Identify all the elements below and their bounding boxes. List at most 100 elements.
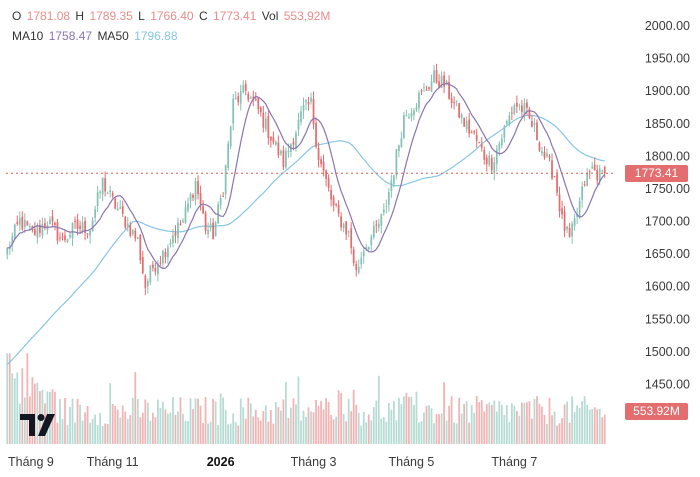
candle-body [164,252,167,258]
candle-body [387,192,390,205]
low-value: 1766.40 [150,9,194,23]
volume-bar [144,399,147,444]
candle-body [51,216,54,222]
volume-bar [503,414,506,444]
candle-body [33,229,36,235]
volume-bar [322,409,325,444]
candle-body [91,220,94,232]
y-tick-label: 1950.00 [645,52,690,66]
candle-body [254,98,257,101]
candle-body [586,172,589,186]
volume-bar [428,405,430,444]
volume-bar [488,402,491,444]
candle-body [189,194,192,201]
volume-bar [159,407,162,444]
candle-body [84,221,86,234]
candle-body [74,221,76,223]
volume-bars [6,353,606,444]
candle-body [13,224,16,239]
last-volume-tag: 553.92M [625,403,688,420]
volume-bar [345,421,348,444]
volume-bar [217,425,220,444]
volume-bar [141,412,144,444]
candle-body [468,119,471,134]
volume-bar [398,397,400,444]
open-value: 1781.08 [26,9,71,23]
volume-bar [455,423,458,444]
candle-body [315,123,317,147]
candle-body [392,175,395,184]
volume-bar [403,396,405,444]
volume-bar [367,414,370,444]
candle-body [187,203,189,211]
candle-body [96,192,99,207]
candle-body [162,250,164,264]
candle-body [300,111,302,122]
volume-bar [162,401,164,444]
volume-bar [581,401,584,444]
candle-body [518,105,521,107]
volume-bar [538,403,541,444]
candle-body [141,257,144,274]
volume-bar [598,408,601,444]
candle-body [237,96,240,103]
candle-body [583,184,586,186]
volume-bar [91,418,94,444]
candle-body [179,223,182,225]
candle-body [403,114,405,138]
volume-bar [146,402,149,444]
candle-body [272,137,275,143]
candle-body [385,206,388,208]
volume-bar [375,400,378,444]
candle-body [591,166,594,169]
volume-bar [400,404,403,444]
volume-bar [372,407,375,444]
volume-bar [390,409,393,444]
candle-body [249,97,252,99]
volume-bar [249,403,252,444]
candle-body [425,89,428,91]
volume-bar [413,404,415,444]
volume-bar [252,416,255,444]
candle-body [536,122,538,141]
volume-bar [61,419,64,444]
candle-body [157,264,159,275]
candle-body [36,224,39,238]
volume-bar [337,390,340,444]
volume-bar [528,401,531,444]
y-tick-label: 1600.00 [645,280,690,294]
volume-bar [287,418,290,444]
volume-bar [325,398,327,444]
candle-body [400,138,403,147]
candle-body [312,98,315,125]
volume-bar [510,403,513,444]
volume-bar [573,412,576,444]
volume-bar [94,414,96,444]
candle-body [413,110,415,116]
volume-value: 553,92M [283,9,331,23]
candle-body [292,141,295,145]
candle-body [380,213,383,226]
volume-bar [242,407,245,444]
candle-body [94,209,96,218]
volume-bar [267,421,270,444]
candle-body [242,84,245,93]
candle-body [458,103,461,118]
volume-bar [518,415,521,444]
candle-body [453,102,455,104]
volume-bar [360,425,363,444]
volume-bar [23,397,26,444]
volume-bar [443,382,445,444]
volume-bar [315,399,317,444]
y-tick-label: 1500.00 [645,345,690,359]
volume-bar [96,424,99,444]
candle-body [18,218,21,226]
volume-bar [433,423,435,444]
volume-bar [312,412,315,444]
volume-bar [99,412,102,444]
high-value: 1789.35 [89,9,133,23]
volume-bar [596,409,599,444]
volume-bar [64,398,66,444]
volume-bar [342,413,345,444]
volume-bar [548,397,551,444]
